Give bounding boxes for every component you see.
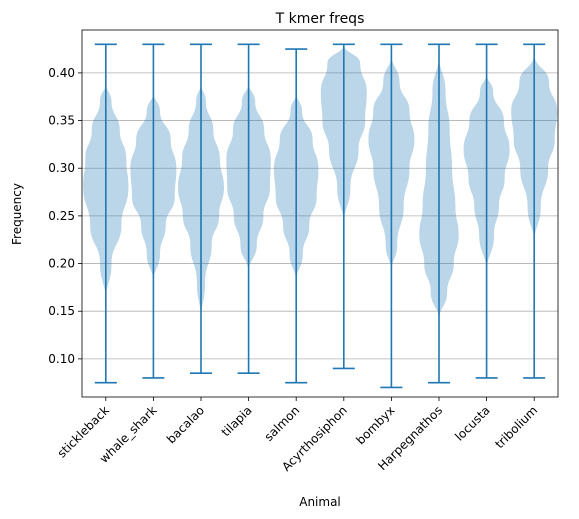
chart-title: T kmer freqs: [275, 11, 365, 27]
y-tick-label: 0.30: [48, 161, 75, 175]
y-axis: 0.10 0.15 0.20 0.25 0.30 0.35 0.40: [48, 66, 82, 366]
x-axis-label: Animal: [299, 495, 341, 509]
whisker-layer: [94, 43, 546, 389]
grid-layer: [82, 72, 558, 360]
y-tick-label: 0.20: [48, 257, 75, 271]
y-tick-label: 0.15: [48, 304, 75, 318]
y-axis-label: Frequency: [10, 183, 24, 245]
plot-frame: [81, 29, 559, 398]
y-tick-label: 0.35: [48, 114, 75, 128]
y-tick-label: 0.40: [48, 66, 75, 80]
y-tick-label: 0.25: [48, 209, 75, 223]
y-tick-label: 0.10: [48, 352, 75, 366]
